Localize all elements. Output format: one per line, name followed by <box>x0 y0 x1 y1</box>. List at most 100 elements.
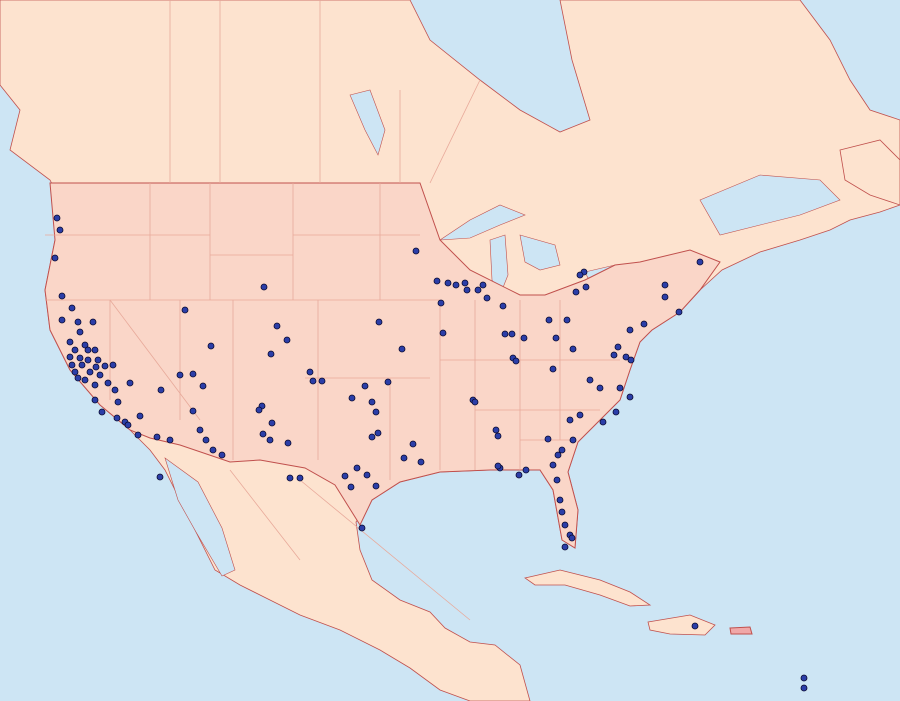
occurrence-marker <box>696 258 704 266</box>
occurrence-marker <box>92 363 100 371</box>
occurrence-marker <box>626 393 634 401</box>
occurrence-markers <box>51 214 808 692</box>
occurrence-marker <box>81 341 89 349</box>
occurrence-marker <box>508 330 516 338</box>
occurrence-marker <box>96 371 104 379</box>
occurrence-marker <box>501 330 509 338</box>
occurrence-marker <box>439 329 447 337</box>
occurrence-marker <box>74 374 82 382</box>
occurrence-marker <box>561 543 569 551</box>
occurrence-marker <box>286 474 294 482</box>
puerto-rico <box>729 626 753 635</box>
occurrence-marker <box>582 283 590 291</box>
occurrence-marker <box>189 407 197 415</box>
occurrence-marker <box>372 408 380 416</box>
occurrence-marker <box>98 408 106 416</box>
occurrence-marker <box>89 318 97 326</box>
occurrence-marker <box>91 396 99 404</box>
occurrence-marker <box>136 412 144 420</box>
gulf-st-lawrence <box>699 174 841 236</box>
occurrence-marker <box>499 302 507 310</box>
occurrence-marker <box>81 376 89 384</box>
occurrence-marker <box>612 408 620 416</box>
us-territory <box>44 182 721 549</box>
occurrence-marker <box>800 674 808 682</box>
occurrence-marker <box>661 293 669 301</box>
occurrence-marker <box>627 356 635 364</box>
occurrence-marker <box>109 361 117 369</box>
occurrence-marker <box>433 277 441 285</box>
newfoundland <box>839 139 900 206</box>
occurrence-marker <box>273 322 281 330</box>
occurrence-marker <box>610 351 618 359</box>
occurrence-marker <box>284 439 292 447</box>
occurrence-marker <box>296 474 304 482</box>
occurrence-marker <box>544 435 552 443</box>
occurrence-marker <box>341 472 349 480</box>
occurrence-marker <box>259 430 267 438</box>
occurrence-marker <box>71 346 79 354</box>
occurrence-marker <box>586 376 594 384</box>
state-borders <box>45 0 620 621</box>
occurrence-marker <box>86 368 94 376</box>
occurrence-marker <box>126 379 134 387</box>
occurrence-marker <box>306 368 314 376</box>
occurrence-marker <box>452 281 460 289</box>
occurrence-marker <box>199 382 207 390</box>
occurrence-marker <box>374 429 382 437</box>
occurrence-marker <box>368 398 376 406</box>
occurrence-marker <box>58 292 66 300</box>
occurrence-marker <box>181 306 189 314</box>
border-line <box>229 469 301 561</box>
occurrence-marker <box>398 345 406 353</box>
occurrence-marker <box>157 386 165 394</box>
occurrence-marker <box>66 353 74 361</box>
occurrence-marker <box>114 398 122 406</box>
occurrence-marker <box>596 384 604 392</box>
occurrence-marker <box>207 342 215 350</box>
occurrence-marker <box>572 288 580 296</box>
occurrence-marker <box>626 326 634 334</box>
occurrence-marker <box>444 279 452 287</box>
occurrence-marker <box>318 377 326 385</box>
occurrence-marker <box>616 384 624 392</box>
occurrence-marker <box>68 361 76 369</box>
occurrence-marker <box>479 281 487 289</box>
occurrence-marker <box>113 414 121 422</box>
occurrence-marker <box>94 356 102 364</box>
occurrence-marker <box>483 294 491 302</box>
occurrence-marker <box>561 521 569 529</box>
occurrence-marker <box>202 436 210 444</box>
occurrence-marker <box>363 471 371 479</box>
occurrence-marker <box>800 684 808 692</box>
occurrence-marker <box>549 461 557 469</box>
occurrence-marker <box>494 432 502 440</box>
occurrence-marker <box>400 454 408 462</box>
occurrence-marker <box>474 286 482 294</box>
border-line <box>429 79 481 184</box>
occurrence-marker <box>266 436 274 444</box>
occurrence-marker <box>563 316 571 324</box>
occurrence-marker <box>691 622 699 630</box>
occurrence-marker <box>576 411 584 419</box>
baja-gulf <box>164 457 236 577</box>
occurrence-marker <box>348 394 356 402</box>
occurrence-marker <box>166 436 174 444</box>
occurrence-marker <box>437 299 445 307</box>
occurrence-marker <box>515 471 523 479</box>
occurrence-marker <box>78 361 86 369</box>
occurrence-marker <box>358 524 366 532</box>
occurrence-marker <box>76 328 84 336</box>
occurrence-marker <box>640 320 648 328</box>
occurrence-marker <box>409 440 417 448</box>
occurrence-marker <box>384 378 392 386</box>
occurrence-marker <box>58 316 66 324</box>
occurrence-marker <box>599 418 607 426</box>
occurrence-marker <box>66 338 74 346</box>
occurrence-marker <box>84 346 92 354</box>
occurrence-marker <box>255 406 263 414</box>
occurrence-marker <box>111 386 119 394</box>
occurrence-marker <box>189 370 197 378</box>
occurrence-marker <box>412 247 420 255</box>
